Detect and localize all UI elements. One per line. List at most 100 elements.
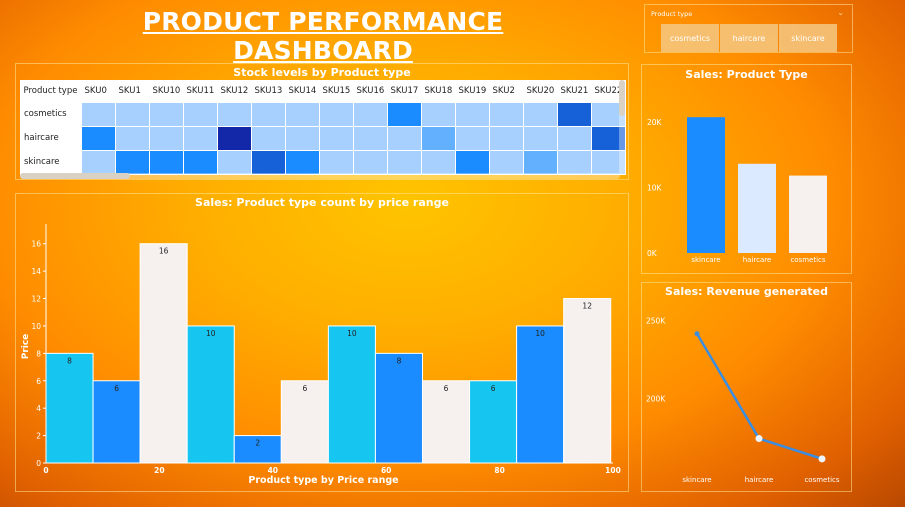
matrix-cell[interactable]	[591, 149, 626, 175]
matrix-header-sku[interactable]: SKU15	[319, 80, 354, 102]
revenue-point[interactable]	[694, 331, 700, 337]
matrix-cell[interactable]	[251, 149, 286, 175]
matrix-cell[interactable]	[217, 125, 252, 151]
matrix-cell[interactable]	[421, 125, 456, 151]
matrix-cell[interactable]	[523, 149, 558, 175]
revenue-generated-title: Sales: Revenue generated	[665, 285, 828, 298]
bar-data-label: 12	[582, 302, 592, 311]
matrix-header-sku[interactable]: SKU14	[285, 80, 320, 102]
matrix-header-sku[interactable]: SKU2	[489, 80, 524, 102]
scrollbar-thumb[interactable]	[619, 80, 625, 116]
matrix-header-sku[interactable]: SKU20	[523, 80, 558, 102]
chevron-down-icon[interactable]: ⌄	[837, 8, 844, 17]
matrix-cell[interactable]	[353, 125, 388, 151]
matrix-cell[interactable]	[523, 125, 558, 151]
matrix-cell[interactable]	[421, 101, 456, 127]
bar-data-label: 10	[347, 329, 357, 338]
matrix-cell[interactable]	[387, 125, 422, 151]
histogram-bar[interactable]	[139, 243, 188, 464]
histogram-bar[interactable]	[233, 435, 282, 464]
matrix-cell[interactable]	[115, 125, 150, 151]
revenue-point[interactable]	[755, 435, 763, 443]
matrix-horizontal-scrollbar[interactable]	[20, 173, 620, 179]
matrix-cell[interactable]	[217, 101, 252, 127]
matrix-cell[interactable]	[523, 101, 558, 127]
y-tick-label: 16	[31, 240, 41, 249]
matrix-cell[interactable]	[81, 149, 116, 175]
matrix-cell[interactable]	[455, 125, 490, 151]
matrix-cell[interactable]	[115, 149, 150, 175]
histogram-bar[interactable]	[563, 298, 612, 464]
slicer-option-cosmetics[interactable]: cosmetics	[661, 24, 719, 52]
x-category-label: cosmetics	[790, 256, 825, 264]
matrix-header-sku[interactable]: SKU10	[149, 80, 184, 102]
matrix-header-product-type[interactable]: Product type	[20, 80, 82, 102]
histogram-bar[interactable]	[516, 325, 565, 464]
bar-data-label: 6	[444, 384, 449, 393]
matrix-header-sku[interactable]: SKU0	[81, 80, 116, 102]
matrix-cell[interactable]	[251, 125, 286, 151]
matrix-cell[interactable]	[353, 101, 388, 127]
matrix-cell[interactable]	[149, 125, 184, 151]
histogram-bar[interactable]	[186, 325, 235, 464]
price-range-chart: 0 2 4 6 8 10 12 14 16 0 20 40 60 80 100 8 6 16 10 2 6 10 8 6 6 10…	[21, 224, 621, 486]
bar-data-label: 10	[206, 329, 216, 338]
matrix-cell[interactable]	[455, 149, 490, 175]
matrix-cell[interactable]	[319, 149, 354, 175]
matrix-cell[interactable]	[557, 101, 592, 127]
matrix-cell[interactable]	[591, 125, 626, 151]
bar-data-label: 16	[159, 247, 169, 256]
matrix-header-sku[interactable]: SKU1	[115, 80, 150, 102]
histogram-bar[interactable]	[327, 325, 376, 464]
matrix-header-sku[interactable]: SKU19	[455, 80, 490, 102]
matrix-cell[interactable]	[183, 101, 218, 127]
matrix-cell[interactable]	[285, 125, 320, 151]
histogram-bar[interactable]	[421, 380, 471, 464]
matrix-cell[interactable]	[489, 149, 524, 175]
matrix-cell[interactable]	[285, 101, 320, 127]
revenue-point[interactable]	[818, 455, 826, 463]
matrix-vertical-scrollbar[interactable]	[619, 80, 625, 174]
matrix-cell[interactable]	[285, 149, 320, 175]
histogram-bar[interactable]	[45, 352, 94, 464]
matrix-cell[interactable]	[387, 149, 422, 175]
matrix-header-sku[interactable]: SKU11	[183, 80, 218, 102]
product-type-bar[interactable]	[738, 163, 776, 253]
matrix-cell[interactable]	[183, 149, 218, 175]
matrix-cell[interactable]	[319, 101, 354, 127]
matrix-cell[interactable]	[557, 149, 592, 175]
histogram-bar[interactable]	[92, 380, 141, 464]
histogram-bar[interactable]	[280, 380, 329, 464]
matrix-header-sku[interactable]: SKU18	[421, 80, 456, 102]
matrix-cell[interactable]	[81, 101, 116, 127]
matrix-cell[interactable]	[81, 125, 116, 151]
product-type-bar[interactable]	[789, 175, 827, 253]
matrix-header-sku[interactable]: SKU17	[387, 80, 422, 102]
matrix-cell[interactable]	[421, 149, 456, 175]
matrix-cell[interactable]	[353, 149, 388, 175]
histogram-bar[interactable]	[374, 352, 423, 464]
histogram-bar[interactable]	[469, 380, 518, 464]
matrix-header-sku[interactable]: SKU16	[353, 80, 388, 102]
slicer-option-haircare[interactable]: haircare	[720, 24, 778, 52]
scrollbar-thumb[interactable]	[20, 173, 130, 179]
matrix-cell[interactable]	[387, 101, 422, 127]
matrix-header-sku[interactable]: SKU12	[217, 80, 252, 102]
matrix-header-sku[interactable]: SKU13	[251, 80, 286, 102]
matrix-cell[interactable]	[149, 101, 184, 127]
matrix-cell[interactable]	[217, 149, 252, 175]
matrix-cell[interactable]	[115, 101, 150, 127]
matrix-cell[interactable]	[319, 125, 354, 151]
product-type-bar[interactable]	[687, 117, 725, 253]
matrix-header-sku[interactable]: SKU21	[557, 80, 592, 102]
matrix-cell[interactable]	[557, 125, 592, 151]
matrix-cell[interactable]	[149, 149, 184, 175]
matrix-header-sku[interactable]: SKU22	[591, 80, 626, 102]
matrix-cell[interactable]	[183, 125, 218, 151]
matrix-cell[interactable]	[251, 101, 286, 127]
slicer-option-skincare[interactable]: skincare	[779, 24, 837, 52]
matrix-cell[interactable]	[489, 101, 524, 127]
x-tick-label: 60	[381, 466, 391, 475]
matrix-cell[interactable]	[489, 125, 524, 151]
matrix-cell[interactable]	[455, 101, 490, 127]
